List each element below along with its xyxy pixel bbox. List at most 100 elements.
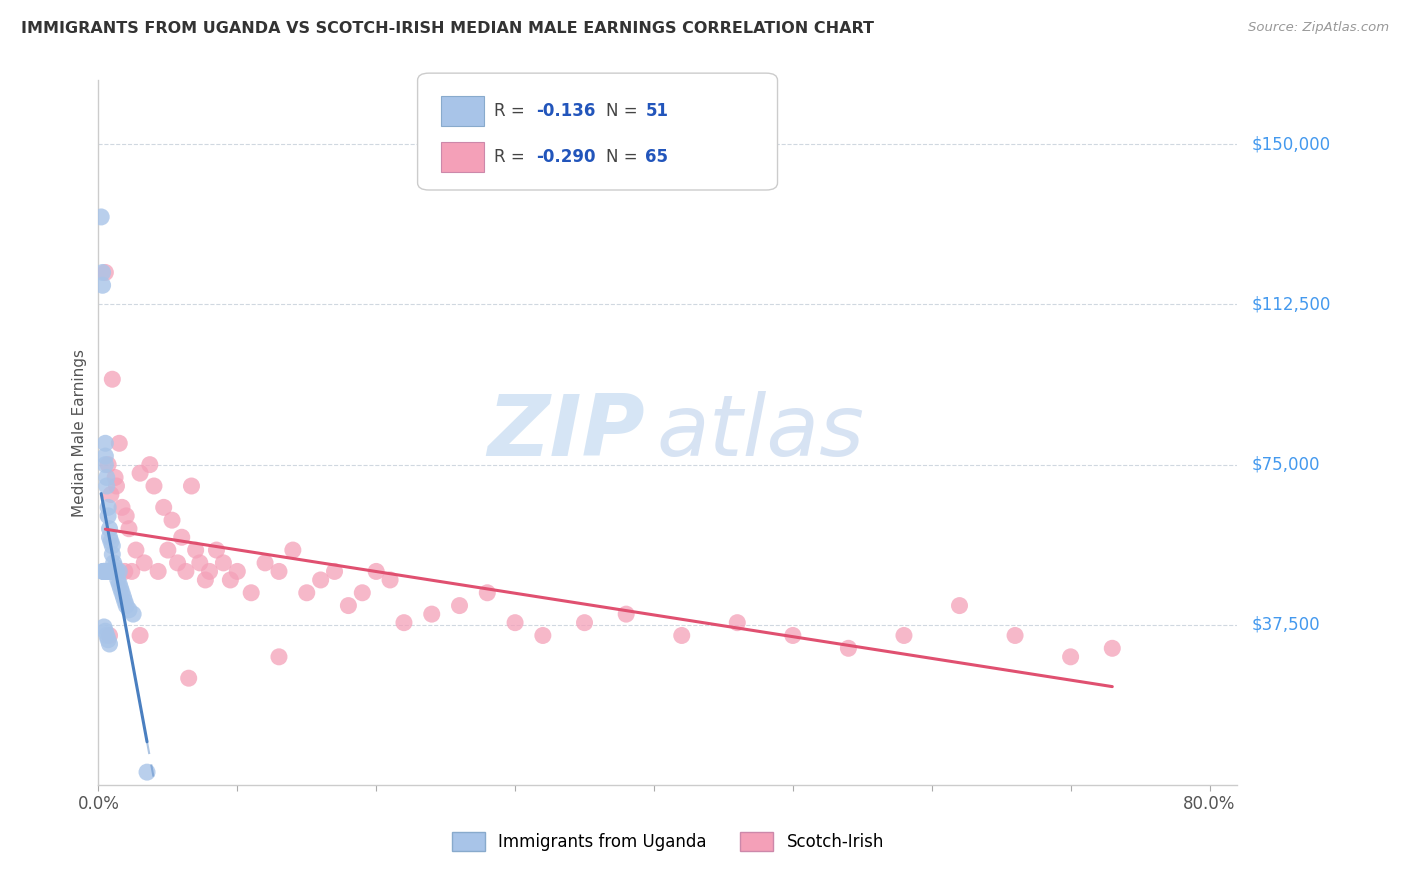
- Point: [104, 560, 127, 574]
- Point: [267, 565, 290, 579]
- Point: [93, 565, 115, 579]
- Point: [118, 522, 141, 536]
- Point: [96, 470, 118, 484]
- Text: IMMIGRANTS FROM UGANDA VS SCOTCH-IRISH MEDIAN MALE EARNINGS CORRELATION CHART: IMMIGRANTS FROM UGANDA VS SCOTCH-IRISH M…: [21, 21, 875, 36]
- Point: [94, 458, 117, 472]
- Point: [531, 628, 554, 642]
- Text: Source: ZipAtlas.com: Source: ZipAtlas.com: [1249, 21, 1389, 34]
- Point: [295, 586, 318, 600]
- Point: [94, 449, 117, 463]
- Point: [96, 479, 118, 493]
- Point: [100, 487, 122, 501]
- Point: [837, 641, 859, 656]
- Point: [112, 590, 135, 604]
- Point: [98, 565, 121, 579]
- Point: [323, 565, 346, 579]
- Point: [129, 466, 152, 480]
- Point: [146, 565, 169, 579]
- Point: [129, 628, 152, 642]
- Point: [115, 508, 138, 523]
- Point: [97, 508, 120, 523]
- Point: [188, 556, 211, 570]
- Point: [174, 565, 197, 579]
- Point: [281, 543, 304, 558]
- Point: [115, 599, 138, 613]
- Point: [170, 530, 193, 544]
- Point: [121, 565, 143, 579]
- Point: [156, 543, 179, 558]
- Point: [205, 543, 228, 558]
- Point: [108, 436, 131, 450]
- Point: [449, 599, 471, 613]
- Point: [93, 565, 115, 579]
- Point: [111, 586, 134, 600]
- Point: [111, 500, 134, 515]
- Point: [108, 565, 131, 579]
- Y-axis label: Median Male Earnings: Median Male Earnings: [72, 349, 87, 516]
- Point: [614, 607, 637, 621]
- Point: [97, 458, 120, 472]
- Point: [110, 582, 132, 596]
- Point: [93, 565, 115, 579]
- Point: [1101, 641, 1123, 656]
- Point: [254, 556, 277, 570]
- Point: [143, 479, 166, 493]
- Point: [100, 534, 122, 549]
- Point: [366, 565, 388, 579]
- Point: [477, 586, 499, 600]
- Point: [107, 573, 129, 587]
- Text: atlas: atlas: [657, 391, 865, 475]
- Point: [352, 586, 374, 600]
- Point: [96, 565, 118, 579]
- Point: [91, 565, 114, 579]
- Point: [184, 543, 207, 558]
- Point: [114, 594, 136, 608]
- Point: [893, 628, 915, 642]
- Text: $112,500: $112,500: [1251, 295, 1330, 313]
- Point: [139, 458, 162, 472]
- Point: [98, 530, 121, 544]
- Point: [94, 265, 117, 279]
- Text: N =: N =: [606, 102, 643, 120]
- Point: [782, 628, 804, 642]
- Point: [337, 599, 360, 613]
- Point: [93, 565, 115, 579]
- Point: [101, 372, 124, 386]
- Point: [108, 577, 131, 591]
- Point: [104, 565, 127, 579]
- Point: [309, 573, 332, 587]
- Point: [267, 649, 290, 664]
- Point: [100, 565, 122, 579]
- Point: [103, 565, 125, 579]
- Point: [194, 573, 217, 587]
- Text: $37,500: $37,500: [1251, 615, 1320, 634]
- Point: [114, 565, 136, 579]
- Point: [212, 556, 235, 570]
- Point: [1004, 628, 1026, 642]
- Point: [198, 565, 221, 579]
- Point: [105, 565, 128, 579]
- Point: [90, 210, 112, 224]
- Text: $150,000: $150,000: [1251, 136, 1330, 153]
- Point: [94, 436, 117, 450]
- Point: [948, 599, 970, 613]
- Text: -0.136: -0.136: [536, 102, 595, 120]
- Point: [101, 565, 124, 579]
- Point: [160, 513, 183, 527]
- Point: [93, 620, 115, 634]
- Point: [94, 565, 117, 579]
- Point: [97, 565, 120, 579]
- Text: N =: N =: [606, 148, 643, 166]
- Point: [97, 632, 120, 647]
- Point: [101, 547, 124, 561]
- Point: [98, 628, 121, 642]
- Text: R =: R =: [494, 102, 530, 120]
- Point: [219, 573, 242, 587]
- Text: 51: 51: [645, 102, 668, 120]
- Point: [104, 470, 127, 484]
- Point: [240, 586, 263, 600]
- Point: [94, 624, 117, 639]
- Point: [226, 565, 249, 579]
- Point: [98, 522, 121, 536]
- Point: [574, 615, 596, 630]
